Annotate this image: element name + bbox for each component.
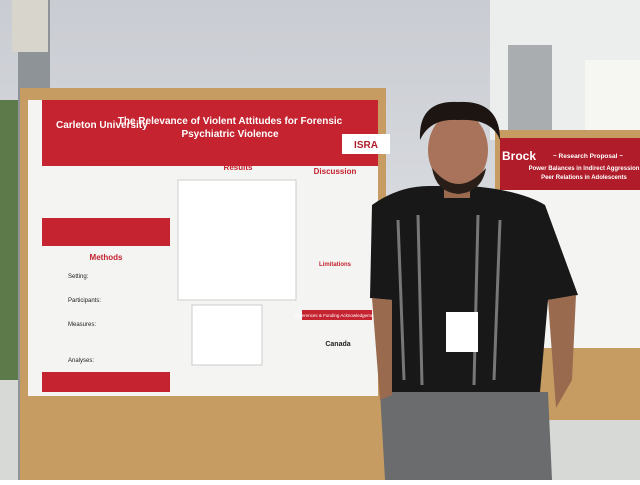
badge <box>446 312 478 352</box>
column <box>508 45 552 140</box>
poster-title: The Relevance of Violent Attitudes for F… <box>118 116 343 127</box>
camera-box <box>12 0 48 52</box>
funder: Canada <box>325 341 350 348</box>
section-heading: Results <box>224 163 253 172</box>
objective-box <box>42 218 170 246</box>
shirt-stripes <box>396 214 502 386</box>
hair <box>419 101 500 140</box>
results-graph <box>191 304 263 366</box>
section-heading: Limitations <box>319 262 352 268</box>
institution: Brock <box>502 149 536 163</box>
poster-header <box>500 138 640 190</box>
pants <box>380 392 552 480</box>
methods-item: Measures: <box>68 322 96 328</box>
face <box>428 112 488 188</box>
results-table <box>177 179 297 301</box>
section-heading: Discussion <box>314 167 357 176</box>
note-box <box>42 372 170 392</box>
methods-item: Setting: <box>68 274 89 280</box>
beard <box>432 168 486 194</box>
window <box>585 60 640 140</box>
methods-item: Participants: <box>68 298 101 304</box>
institution: Carleton University <box>56 120 148 131</box>
methods-item: Analyses: <box>68 358 94 364</box>
section-heading: References & Funding Acknowledgements <box>295 313 381 318</box>
poster-header <box>42 100 378 166</box>
logo: ISRA <box>354 140 378 151</box>
logo-box <box>342 134 390 154</box>
poster-title: Peer Relations in Adolescents <box>541 175 627 181</box>
arms <box>372 295 576 408</box>
poster-title: Psychiatric Violence <box>181 129 279 140</box>
references-bar <box>302 310 372 320</box>
trees <box>0 100 22 380</box>
section-heading: Methods <box>90 253 123 262</box>
poster-heading: ~ Research Proposal ~ <box>553 153 623 160</box>
poster-title: Power Balances in Indirect Aggression <box>529 166 640 172</box>
section-heading: Background <box>87 154 134 163</box>
